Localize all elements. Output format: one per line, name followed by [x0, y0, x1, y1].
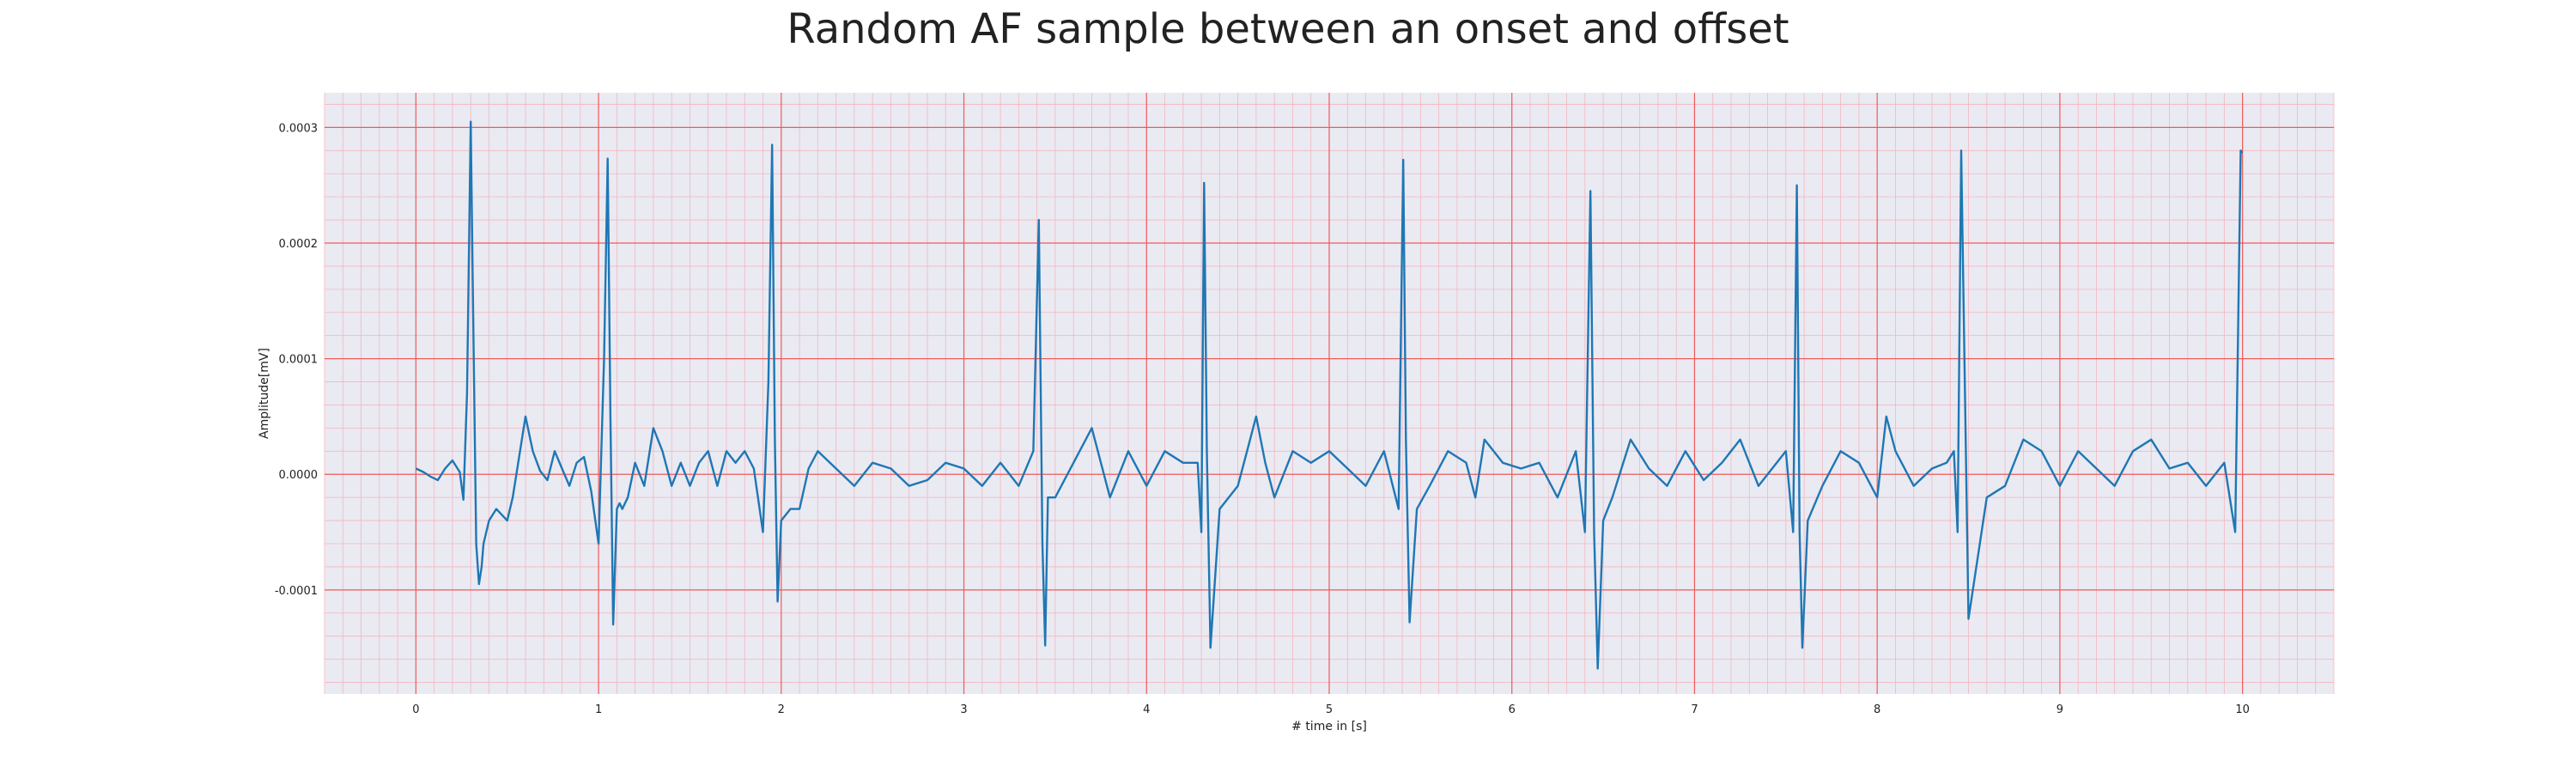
y-tick-label: -0.0001: [275, 585, 318, 598]
x-tick-label: 0: [412, 703, 419, 716]
x-tick-label: 5: [1326, 703, 1333, 716]
x-tick-label: 7: [1691, 703, 1698, 716]
x-tick-label: 9: [2057, 703, 2063, 716]
x-tick-label: 1: [595, 703, 602, 716]
y-tick-label: 0.0001: [279, 354, 319, 367]
x-tick-label: 2: [778, 703, 785, 716]
major-grid: [325, 93, 2334, 694]
y-axis-label: Amplitude[mV]: [258, 348, 271, 439]
x-tick-label: 8: [1874, 703, 1880, 716]
x-tick-label: 6: [1509, 703, 1516, 716]
x-tick-label: 4: [1143, 703, 1150, 716]
y-tick-labels: 0.0003 0.0002 0.0001 0.0000 -0.0001: [275, 122, 318, 597]
y-tick-label: 0.0003: [279, 122, 319, 135]
signal-line: [415, 120, 2244, 670]
y-tick-label: 0.0002: [279, 238, 319, 251]
chart-title: Random AF sample between an onset and of…: [787, 5, 1789, 53]
x-axis-label: # time in [s]: [1291, 720, 1367, 733]
y-tick-label: 0.0000: [279, 469, 319, 482]
x-tick-label: 10: [2235, 703, 2250, 716]
x-tick-labels: 0 1 2 3 4 5 6 7 8 9 10: [412, 703, 2250, 716]
x-tick-label: 3: [960, 703, 967, 716]
